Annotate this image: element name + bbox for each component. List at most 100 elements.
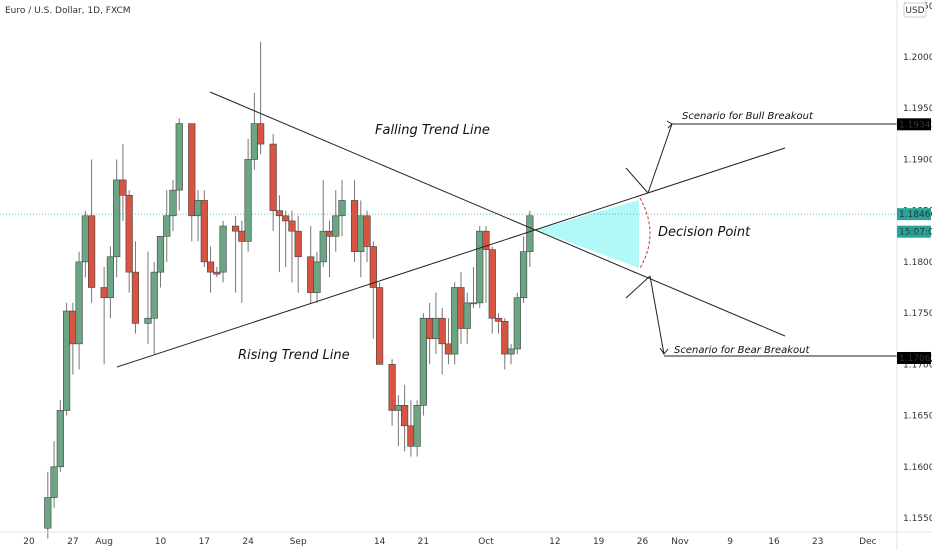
bearish-candle bbox=[401, 405, 409, 427]
time-tick-label: 14 bbox=[374, 537, 386, 547]
bullish-candle bbox=[451, 287, 459, 355]
price-labels: 1.19343 1.18466 15:07:06 1.17062 bbox=[897, 118, 932, 364]
bearish-candle bbox=[206, 261, 215, 273]
trend-lines bbox=[0, 91, 897, 368]
bull-breakout-path-b bbox=[647, 123, 673, 194]
bear-breakout-path-b bbox=[649, 275, 665, 355]
bearish-candle bbox=[325, 230, 334, 237]
bearish-candle bbox=[282, 215, 290, 222]
candles bbox=[44, 41, 534, 539]
annotations: Falling Trend Line Rising Trend Line Dec… bbox=[238, 111, 814, 363]
bull-breakout-label: Scenario for Bull Breakout bbox=[682, 111, 814, 122]
price-label-text: 1.19343 bbox=[899, 120, 932, 130]
rising-trend-line-label: Rising Trend Line bbox=[238, 348, 350, 363]
bearish-candle bbox=[213, 271, 221, 275]
bullish-candle bbox=[163, 215, 171, 237]
bearish-candle bbox=[457, 287, 465, 329]
bullish-candle bbox=[338, 200, 346, 217]
bear-breakout-label: Scenario for Bear Breakout bbox=[674, 345, 811, 356]
bearish-candle bbox=[388, 364, 396, 411]
falling-trend-line bbox=[209, 91, 786, 337]
bearish-candle bbox=[482, 230, 490, 250]
bearish-candle bbox=[100, 287, 108, 299]
bullish-candle bbox=[56, 410, 64, 468]
time-tick-label: 10 bbox=[155, 537, 167, 547]
price-tick-label: 1.16000 bbox=[903, 463, 932, 473]
bearish-candle bbox=[294, 230, 302, 258]
bullish-candle bbox=[106, 256, 114, 299]
rising-trend-line bbox=[116, 147, 786, 368]
bearish-candle bbox=[275, 210, 284, 217]
bull-breakout-path-a bbox=[625, 167, 649, 194]
price-tick-label: 1.17000 bbox=[903, 360, 932, 370]
bullish-candle bbox=[519, 251, 528, 299]
bearish-candle bbox=[125, 195, 133, 273]
bullish-candle bbox=[432, 317, 440, 340]
bullish-candle bbox=[526, 215, 534, 252]
bull-arrowhead bbox=[666, 120, 673, 129]
time-tick-label: 24 bbox=[242, 537, 254, 547]
bearish-candle bbox=[375, 287, 384, 365]
time-tick-label: 12 bbox=[549, 537, 560, 547]
time-tick-label: 20 bbox=[23, 537, 35, 547]
bearish-candle bbox=[488, 249, 496, 319]
bullish-candle bbox=[469, 302, 478, 305]
bullish-candle bbox=[476, 230, 484, 304]
price-tick-label: 1.17500 bbox=[903, 309, 932, 319]
price-tick-label: 1.19500 bbox=[903, 104, 932, 114]
time-tick-label: 27 bbox=[67, 537, 78, 547]
time-tick-label: Oct bbox=[478, 537, 494, 547]
price-label-box bbox=[897, 225, 931, 238]
bearish-candle bbox=[444, 343, 453, 355]
bullish-candle bbox=[219, 225, 227, 273]
bearish-candle bbox=[288, 220, 296, 232]
bullish-candle bbox=[169, 189, 177, 217]
time-axis[interactable]: 20 27 Aug 10 17 24 Sep 14 21 Oct 12 19 26 Nov 9 16 23 Dec bbox=[23, 537, 876, 547]
apex-shaded-area bbox=[536, 200, 639, 268]
price-label-text: 1.18466 bbox=[899, 210, 932, 220]
bearish-candle bbox=[257, 123, 265, 145]
bearish-candle bbox=[494, 317, 503, 322]
time-tick-label: Aug bbox=[95, 537, 113, 547]
triangle-pattern bbox=[536, 200, 639, 268]
time-tick-label: Sep bbox=[290, 537, 307, 547]
time-tick-label: 26 bbox=[637, 537, 649, 547]
time-tick-label: 23 bbox=[812, 537, 823, 547]
price-label-box bbox=[897, 351, 931, 364]
bullish-candle bbox=[463, 302, 471, 329]
bear-breakout-path-a bbox=[625, 275, 651, 299]
price-label-box bbox=[897, 208, 931, 221]
currency-label: USD bbox=[905, 6, 924, 16]
bearish-candle bbox=[501, 321, 509, 355]
bullish-candle bbox=[175, 123, 183, 191]
price-tick-label: 1.16500 bbox=[903, 412, 932, 422]
decision-point-label: Decision Point bbox=[658, 225, 751, 240]
bearish-candle bbox=[269, 143, 277, 211]
time-tick-label: 16 bbox=[768, 537, 780, 547]
decision-point-arc bbox=[639, 197, 651, 269]
bullish-candle bbox=[113, 179, 121, 258]
bullish-candle bbox=[194, 200, 202, 217]
falling-trend-line-label: Falling Trend Line bbox=[375, 123, 490, 138]
bearish-candle bbox=[307, 256, 315, 293]
price-tick-label: 1.20000 bbox=[903, 53, 932, 63]
bearish-candle bbox=[438, 317, 446, 345]
time-tick-label: Nov bbox=[671, 537, 689, 547]
bullish-candle bbox=[313, 261, 321, 293]
bullish-candle bbox=[150, 271, 158, 319]
bear-arrowhead bbox=[659, 347, 669, 355]
bullish-candle bbox=[44, 497, 52, 529]
bearish-candle bbox=[232, 225, 240, 232]
bullish-candle bbox=[507, 348, 515, 355]
price-label-box bbox=[897, 118, 931, 131]
bearish-candle bbox=[188, 123, 196, 217]
bullish-candle bbox=[319, 230, 327, 263]
bearish-candle bbox=[363, 215, 371, 247]
bearish-candle bbox=[131, 271, 140, 324]
bullish-candle bbox=[75, 261, 83, 345]
bearish-candle bbox=[350, 200, 359, 252]
bullish-candle bbox=[250, 123, 258, 160]
price-label-text: 1.17062 bbox=[899, 354, 932, 364]
